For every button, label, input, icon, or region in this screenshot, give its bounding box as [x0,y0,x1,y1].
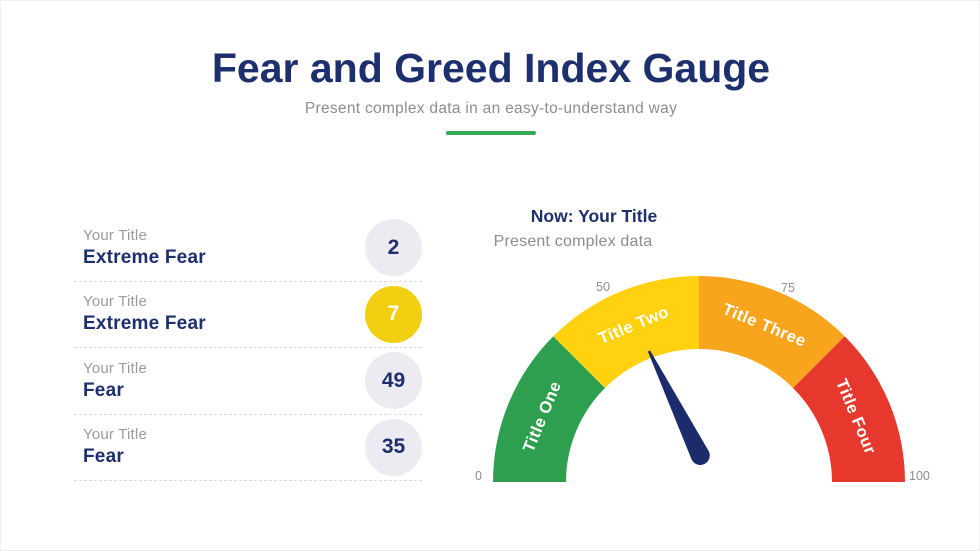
metric-text: Your Title Extreme Fear [74,293,206,335]
gauge-segment-one [492,336,605,482]
accent-underline [446,131,536,135]
metric-label: Your Title [83,226,147,244]
metric-text: Your Title Extreme Fear [74,227,206,269]
metric-name: Fear [83,379,124,401]
page-subtitle: Present complex data in an easy-to-under… [304,100,678,117]
metric-row: Your Title Extreme Fear 7 [74,282,422,348]
gauge-needle [647,350,710,466]
gauge-tick-50: 50 [596,280,610,294]
gauge-tick-75: 75 [781,281,795,295]
metric-value-badge: 49 [365,352,422,410]
gauge-tick-100: 100 [909,469,930,483]
gauge-segment-three [699,276,845,388]
gauge-chart: Title One Title Two Title Three Title Fo… [475,276,930,483]
gauge-tick-0: 0 [475,469,482,483]
metric-name: Extreme Fear [83,246,206,268]
metric-row: Your Title Extreme Fear 2 [74,215,422,282]
metric-row: Your Title Fear 49 [74,348,422,415]
gauge-segment-two [553,276,699,388]
metric-name: Extreme Fear [83,313,206,335]
metric-value-badge: 35 [365,418,422,476]
metric-list: Your Title Extreme Fear 2 Your Title Ext… [74,215,422,481]
metric-label: Your Title [83,359,147,377]
metric-text: Your Title Fear [74,360,147,402]
page-title: Fear and Greed Index Gauge [211,45,771,91]
gauge-segment-four [793,336,905,482]
metric-label: Your Title [83,426,147,444]
metric-name: Fear [83,446,124,468]
metric-text: Your Title Fear [74,426,147,468]
metric-value-badge-highlighted: 7 [365,285,422,343]
gauge-subheading: Present complex data [493,233,653,250]
metric-value-badge: 2 [365,219,422,277]
gauge-heading: Now: Your Title [530,206,658,226]
metric-label: Your Title [83,293,147,311]
metric-row: Your Title Fear 35 [74,415,422,481]
